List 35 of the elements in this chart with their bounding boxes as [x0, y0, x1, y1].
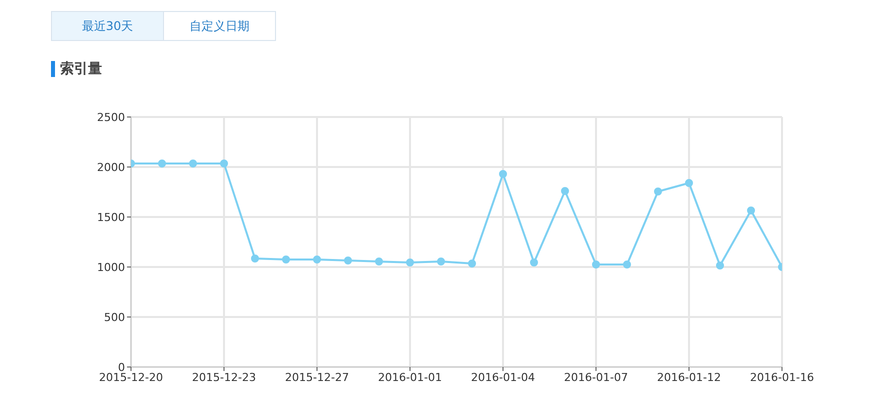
point	[747, 206, 755, 214]
x-tick-label: 2016-01-04	[471, 370, 535, 384]
x-tick-label: 2015-12-27	[285, 370, 349, 384]
point	[437, 258, 445, 266]
x-tick-label: 2016-01-16	[750, 370, 814, 384]
point	[282, 256, 290, 264]
point	[685, 179, 693, 187]
point	[468, 260, 476, 268]
point	[375, 258, 383, 266]
point	[220, 160, 228, 168]
point	[251, 254, 259, 262]
point	[592, 260, 600, 268]
point	[406, 258, 414, 266]
point	[499, 170, 507, 178]
point	[530, 258, 538, 266]
x-tick-label: 2016-01-12	[657, 370, 721, 384]
point	[344, 256, 352, 264]
text: 自定义日期	[163, 12, 275, 40]
point	[716, 262, 724, 270]
point	[313, 256, 321, 264]
x-tick-label: 2015-12-23	[192, 370, 256, 384]
y-tick-label: 2500	[97, 110, 125, 124]
x-tick-label: 2016-01-01	[378, 370, 442, 384]
y-tick-label: 1000	[97, 260, 125, 274]
point	[561, 187, 569, 195]
point	[158, 160, 166, 168]
y-tick-label: 1500	[97, 210, 125, 224]
y-tick-label: 500	[104, 310, 125, 324]
x-tick-label: 2016-01-07	[564, 370, 628, 384]
point	[189, 160, 197, 168]
chart-title: 索引量	[60, 60, 102, 78]
text: 最近30天	[52, 12, 163, 40]
point	[623, 260, 631, 268]
y-tick-label: 2000	[97, 160, 125, 174]
point	[654, 188, 662, 196]
